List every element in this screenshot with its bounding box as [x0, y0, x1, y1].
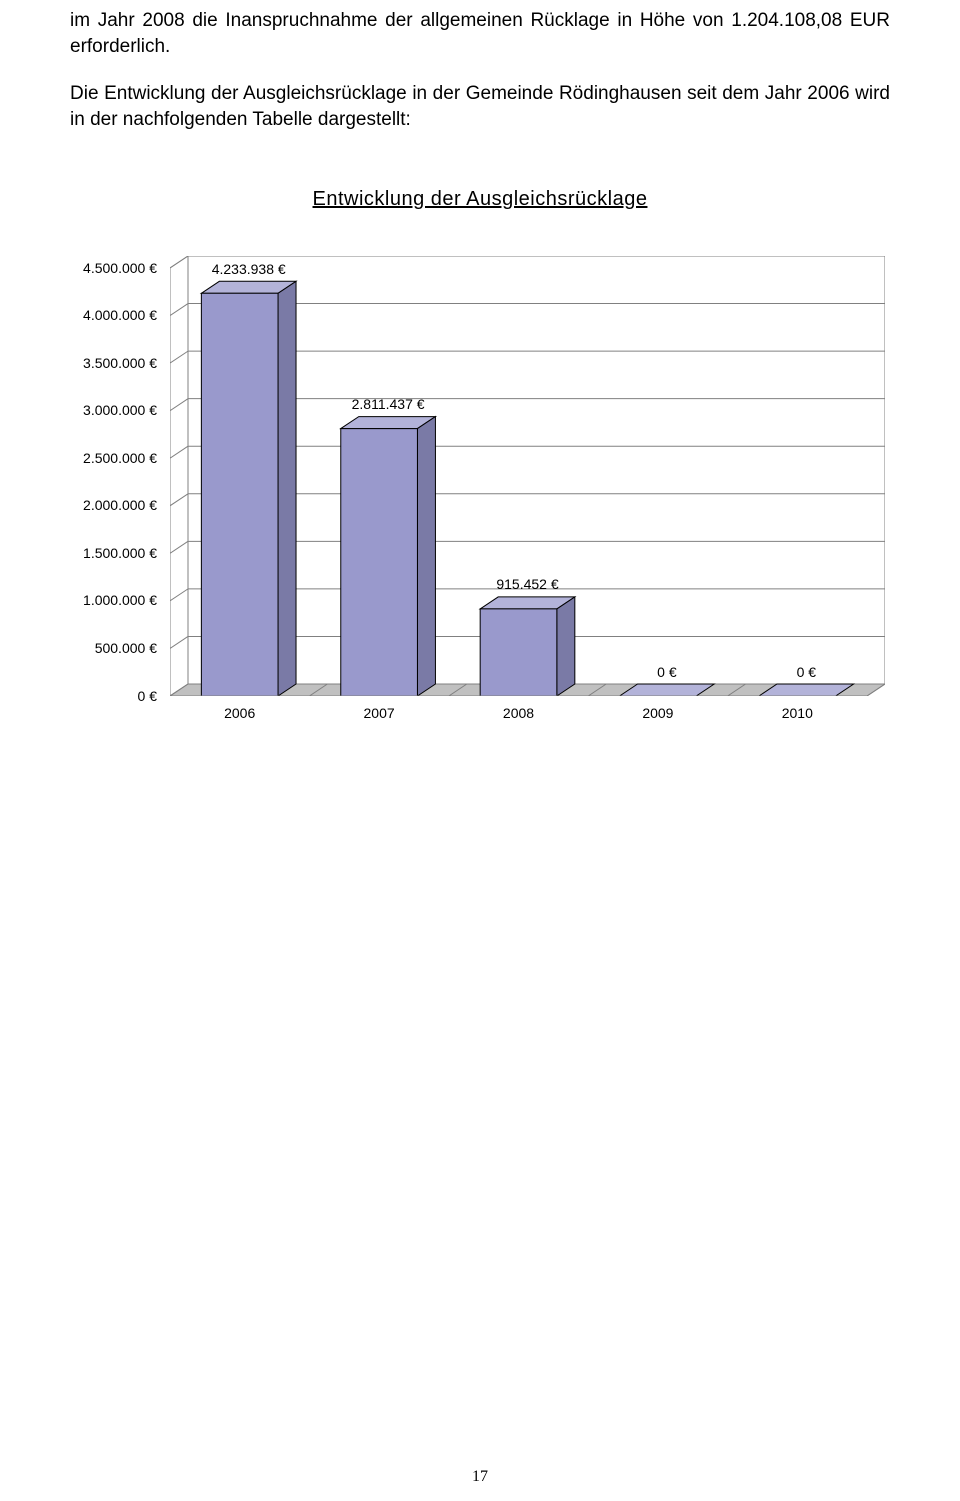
body-paragraph-1: im Jahr 2008 die Inanspruchnahme der all… [70, 8, 890, 59]
y-tick-label: 500.000 € [95, 640, 157, 656]
y-tick-label: 1.500.000 € [83, 545, 157, 561]
y-tick-label: 4.500.000 € [83, 260, 157, 276]
bar-data-label: 915.452 € [496, 576, 558, 592]
bar-data-label: 2.811.437 € [352, 396, 425, 412]
page-number: 17 [0, 1468, 960, 1486]
x-tick-label: 2006 [224, 705, 255, 721]
x-tick-label: 2007 [364, 705, 395, 721]
chart-container: 0 € 500.000 € 1.000.000 € 1.500.000 € 2.000.… [70, 221, 890, 741]
y-tick-label: 1.000.000 € [83, 592, 157, 608]
bar-data-label: 0 € [797, 664, 816, 680]
y-tick-label: 4.000.000 € [83, 307, 157, 323]
y-tick-label: 2.500.000 € [83, 450, 157, 466]
body-paragraph-2: Die Entwicklung der Ausgleichsrücklage i… [70, 81, 890, 132]
x-axis-labels: 2006 2007 2008 2009 2010 [170, 701, 885, 726]
chart-title: Entwicklung der Ausgleichsrücklage [70, 188, 890, 211]
x-tick-label: 2009 [642, 705, 673, 721]
x-tick-label: 2008 [503, 705, 534, 721]
y-tick-label: 2.000.000 € [83, 497, 157, 513]
bar-data-label: 0 € [657, 664, 676, 680]
y-axis-labels: 0 €500.000 €1.000.000 €1.500.000 €2.000.… [70, 256, 165, 696]
y-tick-label: 3.500.000 € [83, 355, 157, 371]
chart-plot [170, 256, 885, 696]
x-tick-label: 2010 [782, 705, 813, 721]
bar-data-label: 4.233.938 € [212, 261, 286, 277]
y-tick-label: 3.000.000 € [83, 402, 157, 418]
y-tick-label: 0 € [138, 688, 157, 704]
